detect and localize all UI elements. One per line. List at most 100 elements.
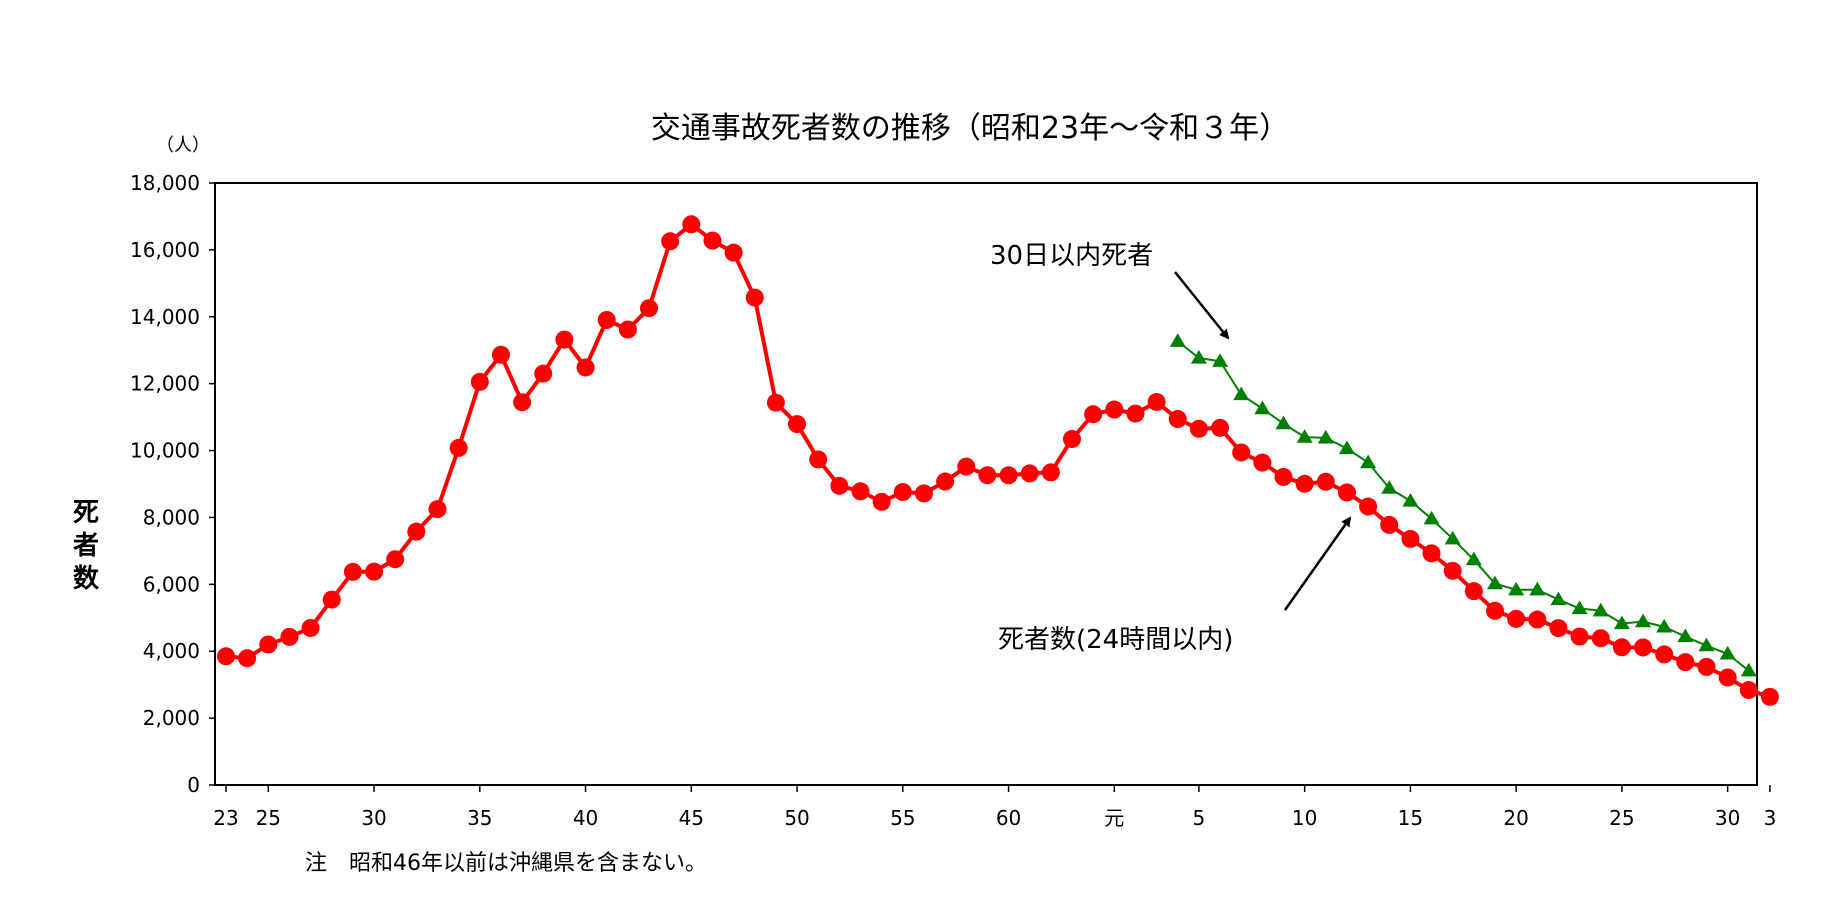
data-point-24h [449,438,468,457]
data-point-24h [1676,653,1695,672]
y-tick-label: 2,000 [143,706,200,730]
data-point-30day [1613,615,1630,630]
data-point-24h [682,215,701,234]
data-point-30day [1190,349,1207,364]
y-tick-label: 16,000 [130,238,200,262]
data-point-30day [1381,480,1398,494]
data-point-24h [978,466,997,485]
data-point-24h [1528,610,1547,629]
y-tick-label: 6,000 [143,572,200,596]
data-point-24h [1211,418,1230,437]
data-point-30day [1487,575,1503,590]
x-tick-label: 3 [1764,806,1777,830]
data-point-30day [1169,333,1186,347]
chart-note: 注 昭和46年以前は沖縄県を含まない。 [305,851,707,876]
data-point-30day [1465,551,1482,566]
data-point-24h [1295,474,1314,493]
data-point-24h [555,330,574,349]
data-point-24h [407,522,426,541]
data-point-30day [1529,581,1546,596]
y-axis-ticks: 0 2,000 4,000 6,000 8,000 10,000 12,000 14,000 1… [130,171,215,797]
y-tick-label: 10,000 [130,439,200,463]
data-point-24h [936,472,955,491]
data-point-24h [1739,681,1758,700]
data-point-24h [386,550,405,569]
data-point-24h [1401,529,1420,548]
data-point-24h [1359,497,1378,516]
data-point-24h [640,299,658,318]
annotation-30day-label: 30日以内死者 [990,241,1153,271]
data-point-30day [1635,613,1652,628]
line-30day [1177,340,1750,672]
data-point-24h [1507,609,1526,628]
x-tick-label: 15 [1398,806,1423,830]
x-tick-label: 30 [361,806,386,830]
plot-area [214,182,1758,786]
data-point-30day [1254,400,1271,415]
data-point-24h [851,482,870,501]
data-point-24h [1612,638,1631,657]
data-point-24h [322,590,341,609]
x-tick-label: 元 [1104,806,1124,830]
data-point-24h [1147,392,1166,411]
data-point-30day [1212,353,1229,367]
data-point-24h [513,393,532,412]
data-point-24h [343,562,362,581]
data-point-30day [1656,618,1673,633]
data-point-24h [999,466,1018,485]
data-point-24h [1549,619,1568,638]
data-point-24h [491,345,510,364]
x-tick-label: 35 [467,806,492,830]
chart-title: 交通事故死者数の推移（昭和23年～令和３年） [651,111,1289,146]
annotation-24h-arrow [1283,516,1352,611]
data-point-30day [1444,530,1461,545]
x-axis-ticks: 23 25 30 35 40 45 50 55 60 元 5 10 15 20 25 30 3 [213,785,1776,830]
y-tick-label: 8,000 [143,505,200,529]
data-point-24h [1105,400,1124,419]
data-point-24h [576,358,595,377]
data-point-24h [238,649,257,668]
x-tick-label: 23 [213,806,238,830]
data-point-24h [1634,638,1653,657]
data-point-24h [1063,430,1081,449]
data-point-24h [1253,453,1272,472]
data-point-24h [1189,419,1208,438]
data-point-30day [1317,429,1334,444]
data-point-24h [301,618,320,637]
data-point-24h [280,627,299,646]
data-point-24h [661,232,680,251]
y-tick-label: 12,000 [130,372,200,396]
data-point-24h [428,500,447,519]
data-point-24h [766,393,785,412]
data-point-24h [1464,582,1483,601]
data-point-24h [1486,601,1504,620]
data-point-24h [809,450,828,469]
data-point-24h [470,372,489,391]
series-24h-fatalities [217,215,1779,706]
data-point-24h [1380,515,1399,534]
data-point-24h [1232,443,1251,462]
y-axis-label: 死者数 [73,498,100,594]
data-point-24h [957,457,976,476]
data-point-30day [1233,386,1250,401]
data-point-30day [1360,454,1377,469]
data-point-24h [1718,668,1737,687]
data-point-24h [597,310,616,329]
data-point-30day [1592,602,1609,617]
x-tick-label: 25 [1609,806,1634,830]
data-point-24h [1316,472,1335,491]
data-point-30day [1402,492,1419,507]
data-point-30day [1698,637,1715,652]
data-point-24h [1760,687,1779,706]
data-point-24h [1274,467,1293,486]
x-tick-label: 60 [996,806,1021,830]
data-point-24h [1591,629,1610,648]
data-point-24h [1337,483,1356,502]
data-point-24h [893,483,912,502]
data-point-24h [788,415,807,434]
y-tick-label: 0 [187,773,200,797]
data-point-24h [1570,627,1589,646]
data-point-24h [830,476,849,495]
data-point-24h [703,231,722,250]
